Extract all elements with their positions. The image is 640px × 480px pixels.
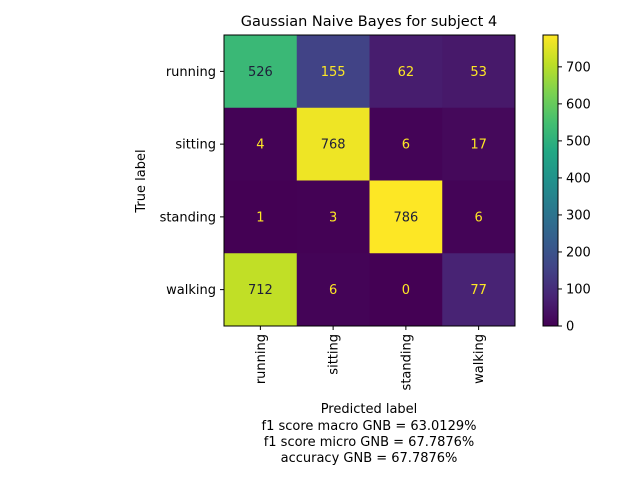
heatmap-cell [369, 253, 443, 327]
heatmap-cell [369, 107, 443, 181]
x-axis-ticks: running sitting standing walking [254, 326, 487, 390]
heatmap-cell-value: 3 [329, 210, 337, 225]
heatmap-cell-value: 526 [248, 65, 273, 80]
x-tick-label: walking [472, 334, 487, 384]
colorbar-ticks: 0 100 200 300 400 500 600 700 [558, 60, 591, 335]
heatmap-cell [296, 253, 370, 327]
heatmap-cell [224, 180, 298, 254]
colorbar-tick-label: 0 [566, 320, 574, 335]
heatmap-cells [224, 35, 516, 327]
heatmap-cell-value: 712 [248, 283, 273, 298]
heatmap-cell-value: 6 [329, 283, 337, 298]
x-axis-label: Predicted label [321, 402, 418, 417]
heatmap-cell-value: 6 [474, 210, 482, 225]
heatmap-cell-value: 4 [256, 138, 264, 153]
y-tick-label: running [166, 65, 216, 80]
heatmap-cell [442, 35, 516, 109]
y-axis-ticks: running sitting standing walking [160, 65, 224, 298]
heatmap-cell-value: 0 [402, 283, 410, 298]
heatmap-cell [296, 180, 370, 254]
heatmap-cell-value: 77 [470, 283, 487, 298]
y-tick-label: walking [166, 283, 216, 298]
x-tick-label: running [254, 334, 269, 384]
heatmap-cell-value: 53 [470, 65, 487, 80]
heatmap-cell-value: 786 [393, 210, 418, 225]
heatmap-cell [224, 253, 298, 327]
chart-title: Gaussian Naive Bayes for subject 4 [241, 14, 497, 30]
heatmap-cell [442, 253, 516, 327]
f1-macro-note: f1 score macro GNB = 63.0129% [262, 419, 477, 434]
colorbar-tick-label: 600 [566, 97, 591, 112]
heatmap-cell-value: 6 [402, 138, 410, 153]
accuracy-note: accuracy GNB = 67.7876% [281, 451, 458, 466]
heatmap-cell-value: 1 [256, 210, 264, 225]
colorbar-tick-label: 100 [566, 282, 591, 297]
colorbar-tick-label: 700 [566, 60, 591, 75]
colorbar-tick-label: 500 [566, 134, 591, 149]
x-tick-label: standing [399, 334, 414, 390]
colorbar-tick-label: 300 [566, 208, 591, 223]
heatmap-cell [296, 107, 370, 181]
colorbar-tick-label: 400 [566, 171, 591, 186]
colorbar-tick-label: 200 [566, 245, 591, 260]
y-tick-label: sitting [175, 138, 216, 153]
x-tick-label: sitting [327, 334, 342, 375]
colorbar [542, 34, 559, 327]
y-tick-label: standing [160, 210, 216, 225]
heatmap-cell [442, 180, 516, 254]
heatmap-cell-labels: 526 155 62 53 4 768 6 17 1 3 786 6 712 6 0 77 [248, 65, 487, 298]
heatmap-cell [224, 107, 298, 181]
heatmap-cell-value: 155 [321, 65, 346, 80]
heatmap-cell [369, 180, 443, 254]
heatmap-cell [224, 35, 298, 109]
heatmap-cell-value: 62 [398, 65, 415, 80]
heatmap-cell [369, 35, 443, 109]
y-axis-label: True label [134, 149, 149, 213]
heatmap-cell-value: 768 [321, 138, 346, 153]
heatmap-cell [442, 107, 516, 181]
f1-micro-note: f1 score micro GNB = 67.7876% [264, 435, 475, 450]
heatmap-cell-value: 17 [470, 138, 487, 153]
heatmap-cell [296, 35, 370, 109]
plot-frame [223, 34, 516, 327]
